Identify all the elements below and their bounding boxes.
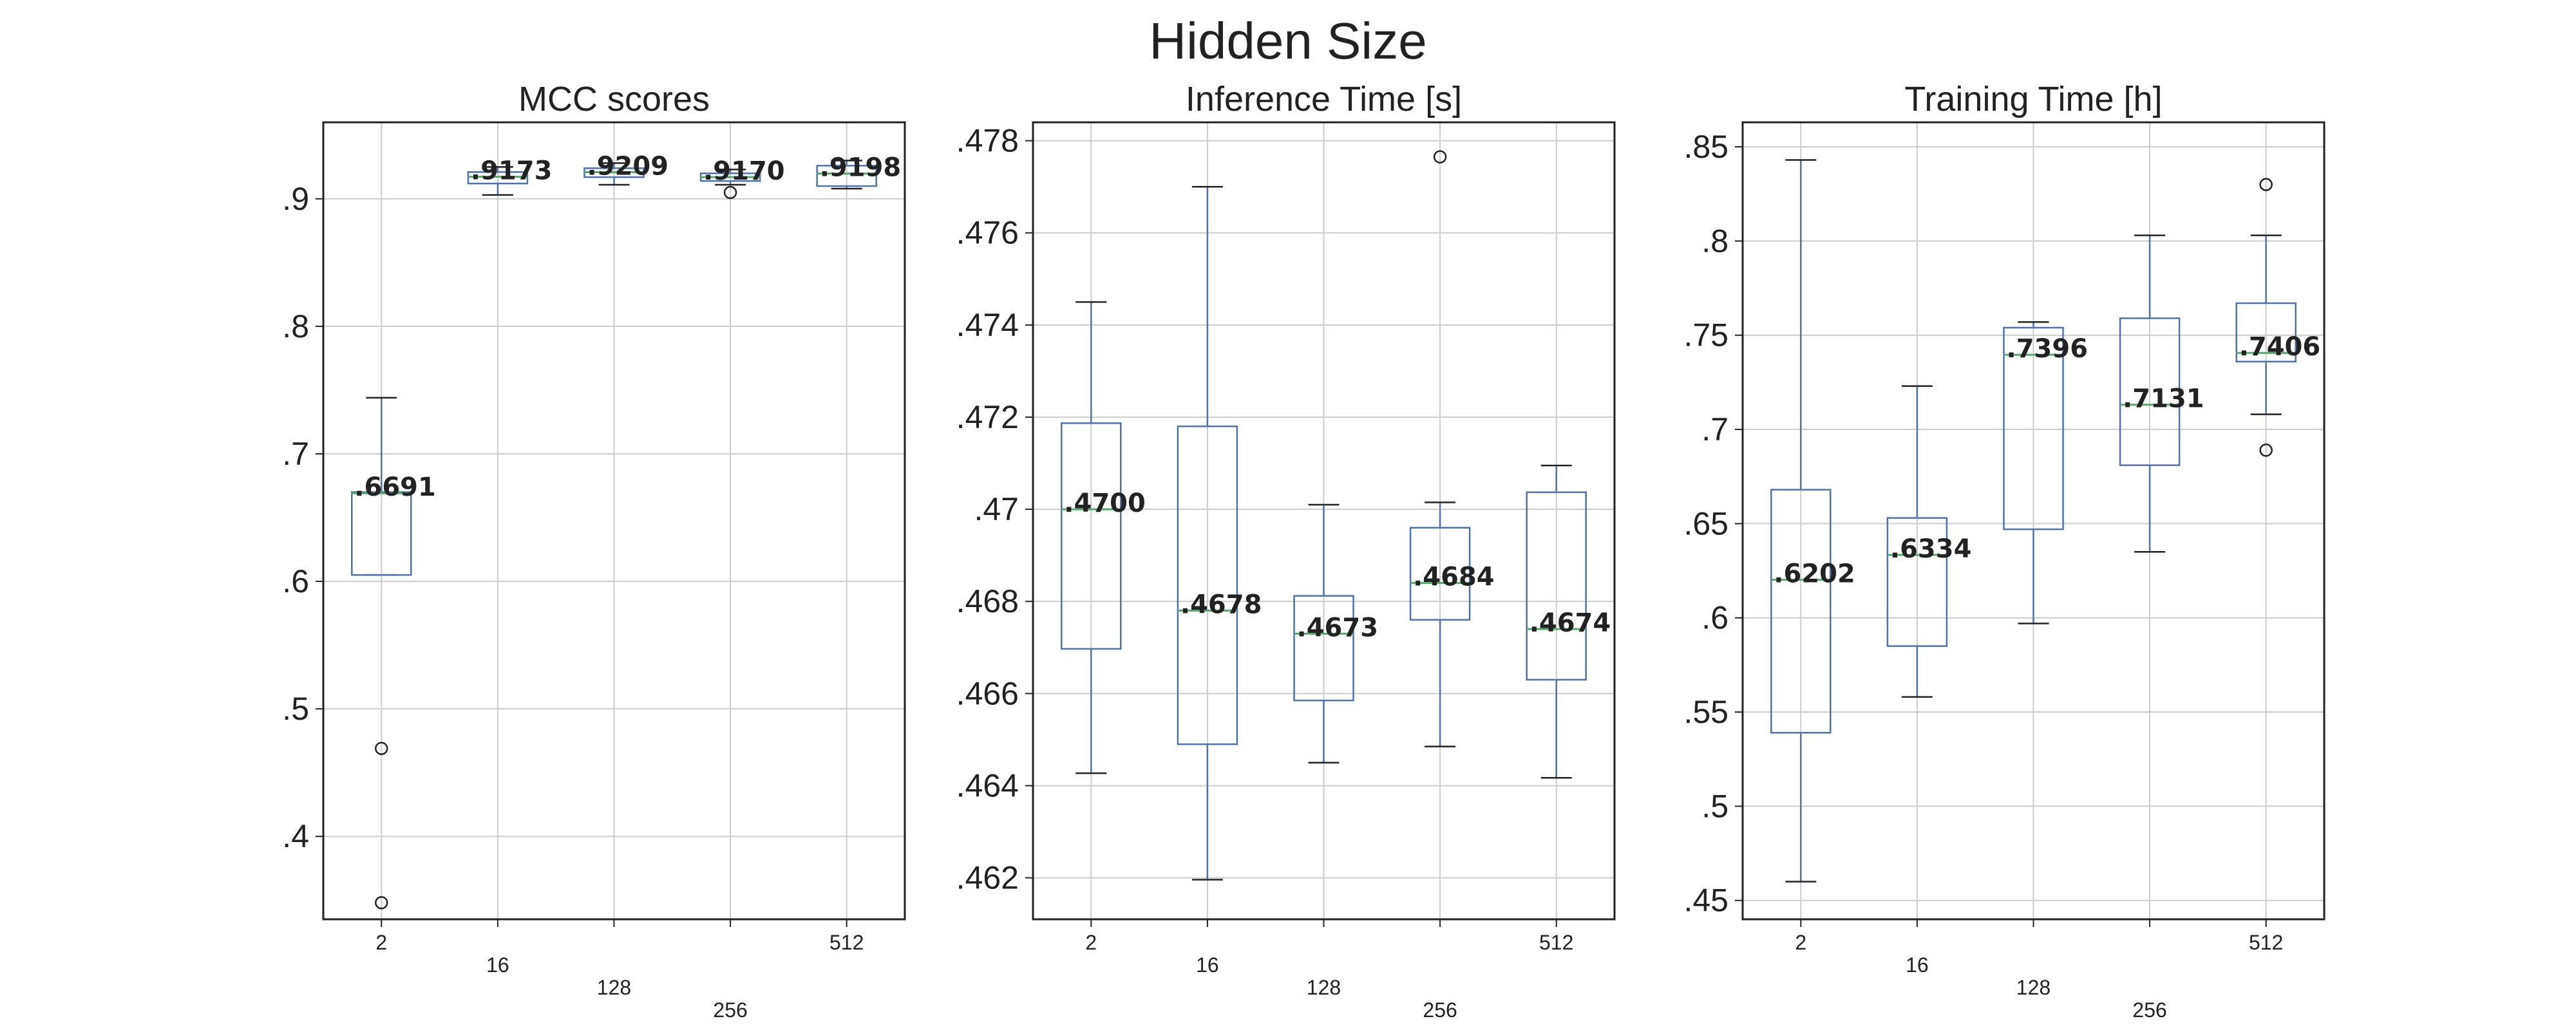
panel-title: MCC scores: [518, 80, 710, 118]
y-tick-label: .65: [1683, 505, 1728, 541]
x-tick-label: 128: [597, 976, 631, 999]
x-tick-label: 2: [1085, 931, 1097, 954]
x-tick-label: 512: [1539, 931, 1573, 954]
outlier-point: [723, 185, 737, 200]
y-tick-label: .7: [1701, 411, 1728, 447]
iqr-box: [816, 165, 877, 187]
outlier-point: [2259, 443, 2273, 457]
y-tick-label: .6: [1701, 600, 1728, 636]
iqr-box: [2003, 326, 2064, 530]
iqr-box: [1293, 595, 1354, 702]
y-tick-label: .466: [956, 675, 1019, 711]
y-tick-label: .7: [282, 436, 309, 472]
iqr-box: [467, 171, 529, 185]
median-label: .4700: [1064, 489, 1146, 518]
panel-mcc-scores: .4 .5 .6 .7 .8 .9 2 16 128 256 512 .6691 .9173 .9209.…: [282, 80, 906, 1022]
iqr-box: [1061, 422, 1122, 650]
outlier-point: [2259, 178, 2273, 191]
y-tick-label: .55: [1683, 694, 1728, 730]
median-label: .4684: [1413, 563, 1495, 592]
box-256: .7131: [2119, 234, 2204, 553]
x-tick-label: 2: [1795, 931, 1806, 954]
iqr-box: [1770, 489, 1832, 734]
y-tick-label: .468: [956, 583, 1019, 619]
median-label: .6334: [1890, 534, 1972, 564]
median-label: .9198: [820, 153, 902, 183]
iqr-box: [2235, 302, 2297, 362]
iqr-box: [1177, 426, 1238, 745]
axes-frame: [1032, 121, 1616, 921]
y-tick-label: .464: [956, 767, 1019, 803]
box-16: .4678: [1177, 185, 1262, 881]
iqr-box: [351, 491, 412, 576]
x-tick-label: 256: [2132, 998, 2166, 1022]
box-512: .7406: [2235, 178, 2321, 457]
y-tick-label: .5: [1701, 788, 1728, 824]
panel-training-time: .45 .5 .55 .6 .65 .7 .75 .8 .85 2 16 128 256 512 .6202…: [1683, 80, 2325, 1022]
iqr-box: [1526, 491, 1587, 681]
box-512: .4674: [1526, 464, 1611, 779]
median-label: .6691: [354, 473, 436, 502]
x-tick-label: 256: [713, 998, 747, 1022]
median-label: .7131: [2123, 384, 2204, 414]
y-tick-label: .85: [1683, 129, 1728, 165]
y-tick-label: .45: [1683, 883, 1728, 919]
panel-title: Inference Time [s]: [1186, 80, 1462, 118]
x-tick-label: 128: [2016, 976, 2050, 999]
y-tick-label: .476: [956, 215, 1019, 251]
median-label: .9173: [471, 156, 553, 186]
panel-inference-time: .462 .464 .466 .468 .47 .472 .474 .476 .478 2 16 12…: [956, 80, 1616, 1022]
median-label: .4674: [1530, 608, 1611, 638]
median-label: .4673: [1297, 613, 1379, 642]
outlier-point: [375, 742, 388, 755]
box-16: .6334: [1886, 385, 1972, 698]
median-label: .9209: [587, 151, 669, 181]
x-tick-label: 16: [486, 953, 509, 977]
iqr-box: [1409, 527, 1471, 621]
median-label: .9170: [703, 156, 785, 186]
outlier-point: [1433, 150, 1447, 164]
box-128: .7396: [2003, 321, 2088, 624]
median-label: .7396: [2007, 334, 2088, 364]
box-2: .4700: [1061, 301, 1146, 774]
x-tick-label: 256: [1423, 998, 1457, 1022]
y-tick-label: .4: [282, 818, 309, 854]
y-tick-label: .8: [282, 308, 309, 344]
box-16: .9173: [467, 156, 553, 196]
median-label: .4678: [1180, 590, 1262, 620]
y-tick-label: .9: [282, 181, 309, 217]
box-256: .9170: [699, 156, 785, 200]
box-2: .6202: [1770, 159, 1855, 883]
outlier-point: [375, 895, 388, 910]
median-label: .7406: [2239, 332, 2321, 362]
y-tick-label: .5: [282, 691, 309, 727]
x-tick-label: 16: [1196, 953, 1219, 977]
x-tick-label: 2: [375, 931, 387, 954]
y-tick-label: .472: [956, 399, 1019, 435]
y-tick-label: .6: [282, 563, 309, 599]
iqr-box: [1886, 517, 1948, 647]
x-tick-label: 128: [1307, 976, 1341, 999]
box-128: .4673: [1293, 503, 1379, 763]
axes-frame: [322, 121, 906, 921]
x-tick-label: 512: [2249, 931, 2283, 954]
x-tick-label: 512: [829, 931, 864, 954]
y-tick-label: .47: [974, 491, 1019, 527]
y-tick-label: .474: [956, 307, 1019, 343]
figure-title: Hidden Size: [1149, 12, 1427, 70]
box-512: .9198: [816, 153, 902, 190]
iqr-box: [2119, 317, 2181, 466]
box-256: .4684: [1409, 150, 1495, 747]
box-128: .9209: [583, 151, 669, 186]
y-tick-label: .462: [956, 860, 1019, 896]
box-2: .6691: [351, 397, 436, 910]
median-label: .6202: [1774, 559, 1855, 589]
axes-frame: [1741, 121, 2325, 921]
y-tick-label: .8: [1701, 223, 1728, 259]
x-tick-label: 16: [1906, 953, 1929, 977]
panel-title: Training Time [h]: [1904, 80, 2162, 118]
y-tick-label: .478: [956, 123, 1019, 159]
y-tick-label: .75: [1683, 317, 1728, 353]
